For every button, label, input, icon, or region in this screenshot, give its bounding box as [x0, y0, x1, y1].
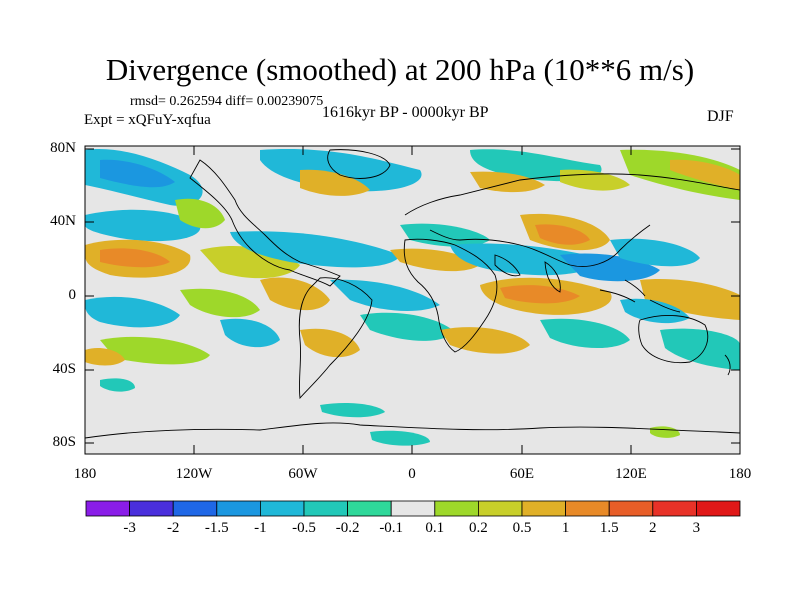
- coastline-arabia: [494, 254, 521, 277]
- field-region: [100, 378, 135, 392]
- lat-label: 0: [68, 287, 77, 303]
- colorbar-swatch: [565, 500, 610, 517]
- coastline-australia: [638, 315, 709, 364]
- colorbar-label: -2: [166, 520, 180, 536]
- field-region: [610, 238, 700, 267]
- lon-label: 180: [73, 466, 97, 482]
- colorbar-swatch: [129, 500, 174, 517]
- field-region: [175, 198, 225, 229]
- field-region: [85, 348, 125, 366]
- field-region: [370, 430, 430, 446]
- lon-label: 60E: [509, 466, 535, 482]
- colorbar-swatch: [85, 500, 130, 517]
- colorbar-swatch: [347, 500, 392, 517]
- lon-ticks: [193, 146, 632, 454]
- colorbar-swatch: [608, 500, 654, 517]
- coastline-eurasia: [404, 173, 740, 267]
- field-region: [230, 231, 400, 268]
- lat-label: 80S: [52, 434, 76, 450]
- colorbar-label: 2: [649, 520, 657, 536]
- coastline-north-america: [189, 159, 341, 287]
- field-region: [100, 159, 175, 188]
- lon-label: 0: [408, 466, 416, 482]
- field-region: [100, 336, 210, 365]
- colorbar-label: -1.5: [204, 520, 229, 536]
- coastline-south-america: [298, 277, 373, 400]
- colorbar-swatch: [172, 500, 218, 517]
- coastline-antarctica: [85, 422, 740, 439]
- colorbar-label: 1.5: [599, 520, 619, 536]
- lat-label: 40N: [50, 213, 76, 229]
- field-region: [540, 318, 630, 349]
- colorbar-swatch: [390, 500, 436, 517]
- field-region: [85, 209, 201, 242]
- experiment-label: Expt = xQFuY-xqfua: [84, 112, 211, 128]
- field-region: [450, 243, 600, 276]
- field-region: [320, 402, 385, 418]
- colorbar-swatch: [696, 500, 741, 517]
- colorbar-label: -0.5: [292, 520, 316, 536]
- period-label: 1616kyr BP - 0000kyr BP: [322, 104, 489, 121]
- colorbar-label: 3: [692, 520, 701, 536]
- field-region: [220, 318, 280, 348]
- field-region: [85, 296, 180, 328]
- colorbar-swatch: [216, 500, 261, 517]
- field-region: [535, 224, 590, 245]
- coastline-greenland: [327, 149, 391, 179]
- field-region: [640, 279, 740, 320]
- colorbar-label: -3: [123, 520, 136, 536]
- field-region: [470, 171, 545, 193]
- lat-ticks: [85, 148, 740, 444]
- colorbar-label: -0.2: [335, 520, 360, 536]
- field-region: [670, 159, 740, 190]
- colorbar: [85, 500, 741, 517]
- colorbar-label: 0.2: [469, 520, 488, 536]
- season-label: DJF: [707, 108, 734, 125]
- coastline-india: [544, 261, 561, 293]
- colorbar-label: -1: [254, 520, 267, 536]
- colorbar-swatch: [521, 500, 566, 517]
- colorbar-swatch: [434, 500, 479, 517]
- divergence-field: [85, 149, 740, 446]
- colorbar-swatch: [303, 500, 348, 517]
- lat-label: 80N: [50, 140, 76, 156]
- field-region: [180, 288, 260, 318]
- lon-label: 180: [728, 466, 752, 482]
- colorbar-label: 0.5: [512, 520, 532, 536]
- colorbar-label: 1: [561, 520, 570, 536]
- field-region: [100, 248, 170, 268]
- field-region: [660, 328, 740, 370]
- colorbar-swatch: [652, 500, 697, 517]
- coastline-maritime: [599, 279, 681, 313]
- field-region: [300, 169, 370, 196]
- colorbar-label: 0.1: [425, 520, 445, 536]
- coastline-new-zealand: [724, 354, 731, 376]
- colorbar-label: -0.1: [379, 520, 404, 536]
- field-region: [300, 328, 360, 358]
- field-region: [620, 149, 740, 200]
- lat-label: 40S: [52, 361, 76, 377]
- plot-title: Divergence (smoothed) at 200 hPa (10**6 …: [105, 52, 695, 87]
- colorbar-swatch: [259, 500, 305, 517]
- lon-label: 60W: [288, 466, 318, 482]
- field-region: [400, 223, 490, 247]
- coastlines: [85, 149, 740, 439]
- field-region: [620, 298, 690, 324]
- stats-text: rmsd= 0.262594 diff= 0.00239075: [130, 94, 324, 109]
- coastline-africa: [403, 238, 498, 353]
- field-region: [360, 312, 455, 341]
- lon-label: 120E: [615, 466, 647, 482]
- colorbar-swatch: [477, 500, 523, 517]
- lon-label: 120W: [175, 466, 213, 482]
- field-region: [390, 248, 480, 272]
